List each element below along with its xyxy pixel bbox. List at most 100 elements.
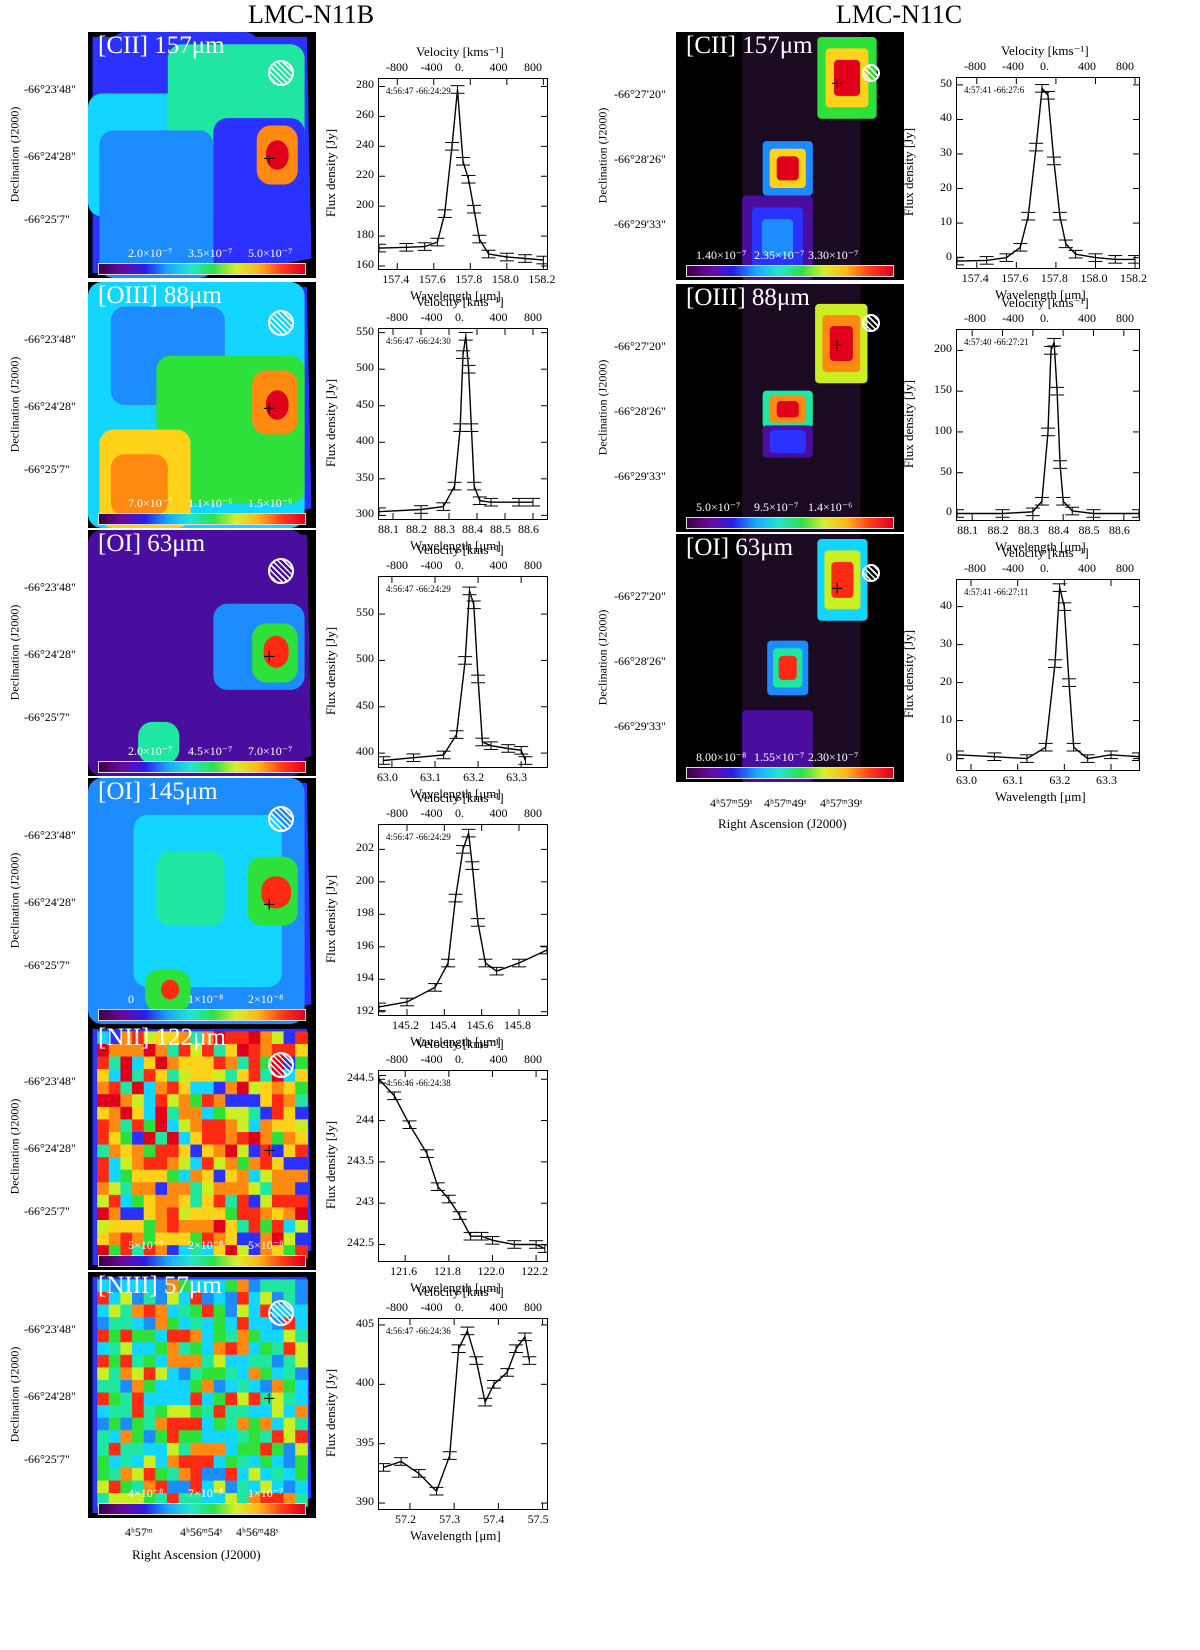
y-tick-label: 500 (356, 651, 374, 666)
y-tick-label: 260 (356, 107, 374, 122)
line-label: [NIII] 57μm (98, 1272, 222, 1299)
y-tick-label: 400 (356, 1375, 374, 1390)
colorbar-label: 2×10⁻⁸ (188, 1238, 224, 1252)
colorbar-label: 7.0×10⁻⁷ (248, 744, 293, 758)
dec-axis-title: Declination (J2000) (7, 1098, 22, 1195)
y-tick-label: 10 (940, 214, 952, 229)
errorbar (1053, 460, 1068, 469)
colorbar-label: 1.1×10⁻⁶ (188, 496, 233, 510)
errorbar (1052, 583, 1067, 592)
errorbar (461, 174, 476, 184)
y-tick-label: 20 (940, 673, 952, 688)
spectrum-line (379, 832, 547, 1008)
map-c0: [CII] 157μm +1.40×10⁻⁷ 2.35×10⁻⁷ 3.30×10⁻⁷ (676, 32, 904, 280)
x-tick-label: 88.3 (434, 522, 455, 536)
x-tick-label: 57.2 (394, 1512, 416, 1526)
beam-icon (268, 310, 294, 336)
velocity-tick-label: 400 (1078, 561, 1096, 575)
errorbar (436, 502, 451, 511)
y-tick-label: 244.5 (347, 1070, 374, 1085)
velocity-tick-label: -400 (420, 1052, 443, 1066)
colorbar (686, 767, 894, 779)
dec-tick-label: -66°23'48" (24, 828, 76, 842)
wavelength-axis-title: Wavelength [μm] (410, 538, 501, 553)
dec-tick-label: -66°23'48" (24, 82, 76, 96)
velocity-tick-label: -800 (386, 558, 408, 572)
colorbar-label: 9.5×10⁻⁷ (754, 500, 799, 514)
errorbar (472, 496, 487, 506)
y-tick-label: 450 (356, 396, 374, 411)
errorbar (1020, 754, 1034, 763)
y-tick-label: 200 (356, 872, 374, 887)
errorbar (537, 1244, 547, 1253)
x-tick-label: 57.4 (483, 1512, 505, 1526)
errorbar (1021, 211, 1036, 221)
errorbar (514, 746, 529, 755)
errorbar (1050, 386, 1065, 396)
errorbar (957, 750, 964, 760)
position-label: 4:56:47 -66:24:30 (386, 336, 451, 346)
x-tick-label: 122.2 (521, 1264, 549, 1278)
x-tick-label: 63.3 (1096, 773, 1117, 787)
y-tick-label: 196 (356, 937, 374, 952)
velocity-tick-label: 0. (455, 806, 464, 820)
y-tick-label: 192 (356, 1002, 374, 1017)
peak-marker-icon: + (831, 576, 844, 601)
spectrum-svg (379, 1071, 547, 1261)
spectrum-svg (957, 580, 1139, 770)
colorbar-label: 1.55×10⁻⁷ (754, 750, 805, 764)
flux-axis-title: Flux density [Jy] (323, 874, 338, 964)
errorbar (460, 1326, 475, 1336)
x-tick-label: 63.3 (506, 770, 528, 784)
flux-axis-title: Flux density [Jy] (323, 626, 338, 716)
y-tick-label: 220 (356, 167, 374, 182)
spectrum-svg (379, 577, 547, 767)
map-c1: [OIII] 88μm +5.0×10⁻⁷ 9.5×10⁻⁷ 1.4×10⁻⁶ (676, 284, 904, 532)
errorbar (1056, 496, 1071, 506)
y-tick-label: 10 (940, 711, 952, 726)
dec-tick-label: -66°24'28" (24, 149, 76, 163)
dec-tick-label: -66°24'28" (24, 895, 76, 909)
velocity-tick-label: 800 (524, 558, 542, 572)
y-tick-label: 405 (356, 1315, 374, 1330)
x-tick-label: 88.2 (987, 523, 1009, 537)
errorbar (1062, 678, 1076, 687)
x-tick-label: 145.6 (466, 1018, 494, 1032)
errorbar (999, 253, 1014, 262)
errorbar (441, 958, 456, 968)
colorbar (98, 263, 306, 275)
colorbar-label: 5.0×10⁻⁷ (248, 246, 293, 260)
velocity-tick-label: 400 (489, 558, 508, 572)
dec-tick-label: -66°27'20" (614, 339, 666, 353)
errorbar (1128, 255, 1139, 264)
velocity-tick-label: -800 (386, 310, 408, 324)
errorbar (447, 481, 462, 491)
velocity-tick-label: -400 (420, 806, 443, 820)
line-label: [CII] 157μm (686, 32, 813, 59)
colorbar-label: 7×10⁻⁸ (188, 1486, 224, 1500)
errorbar (436, 750, 451, 760)
flux-axis-title: Flux density [Jy] (323, 378, 338, 468)
errorbar (456, 156, 470, 166)
colorbar (98, 761, 306, 773)
colorbar-label: 5.0×10⁻⁷ (696, 500, 741, 514)
dec-tick-label: -66°23'48" (24, 1322, 76, 1336)
errorbar (458, 656, 473, 665)
beam-icon (862, 564, 880, 582)
wavelength-axis-title: Wavelength [μm] (410, 1034, 501, 1049)
dec-tick-label: -66°23'48" (24, 1074, 76, 1088)
velocity-tick-label: -400 (1002, 59, 1024, 73)
dec-tick-label: -66°25'7" (24, 958, 70, 972)
errorbar (486, 1380, 501, 1389)
x-tick-label: 63.2 (463, 770, 485, 784)
velocity-tick-label: 400 (489, 60, 508, 74)
ra-tick-label: 4ʰ57ᵐ49ˢ (764, 796, 807, 810)
dec-tick-label: -66°29'33" (614, 469, 666, 483)
x-tick-label: 88.4 (1048, 523, 1070, 537)
colorbar (98, 513, 306, 525)
dec-tick-label: -66°23'48" (24, 580, 76, 594)
y-tick-label: 200 (934, 341, 952, 356)
y-tick-label: 300 (356, 506, 374, 521)
velocity-tick-label: 800 (524, 1300, 542, 1314)
y-tick-label: 0 (946, 504, 952, 519)
